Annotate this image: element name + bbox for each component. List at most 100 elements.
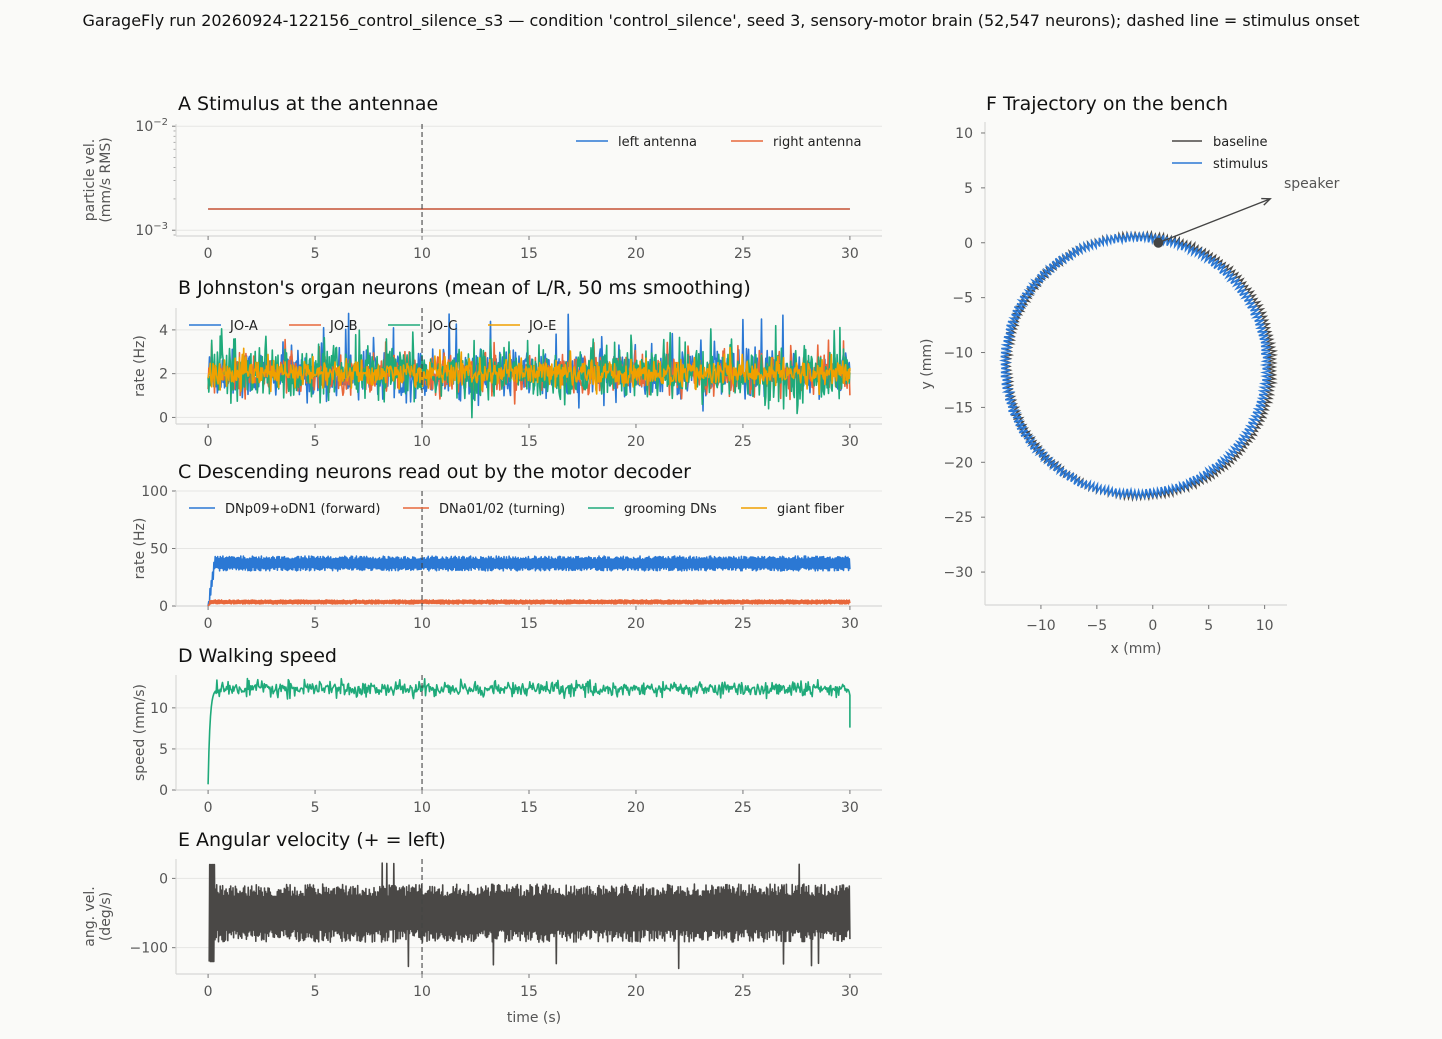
series-line-d bbox=[207, 677, 851, 785]
x-tick-label: 0 bbox=[1148, 618, 1157, 634]
legend-label: stimulus bbox=[1213, 157, 1268, 172]
x-tick-label: 25 bbox=[734, 246, 752, 262]
series-line-dna01-02-turning- bbox=[207, 599, 851, 606]
x-tick-label: 30 bbox=[841, 434, 859, 450]
y-tick-label: 5 bbox=[964, 181, 973, 197]
series-line-dnp09-odn1-forward- bbox=[207, 555, 851, 606]
panel-A-title: A Stimulus at the antennae bbox=[178, 93, 438, 115]
legend-label: DNp09+oDN1 (forward) bbox=[225, 502, 381, 517]
x-tick-label: 10 bbox=[1256, 618, 1274, 634]
x-tick-label: 0 bbox=[204, 246, 213, 262]
y-tick-label: 10 bbox=[955, 126, 973, 142]
x-tick-label: 15 bbox=[520, 434, 538, 450]
y-tick-label: 4 bbox=[159, 323, 168, 339]
y-axis-label: y (mm) bbox=[919, 339, 935, 390]
x-tick-label: 0 bbox=[204, 434, 213, 450]
x-tick-label: 5 bbox=[1204, 618, 1213, 634]
y-axis-label: (deg/s) bbox=[98, 892, 114, 941]
x-tick-label: 30 bbox=[841, 246, 859, 262]
panel-C-title: C Descending neurons read out by the mot… bbox=[178, 461, 691, 483]
legend-label: DNa01/02 (turning) bbox=[439, 502, 565, 517]
y-tick-label: 0 bbox=[159, 599, 168, 615]
x-tick-label: 10 bbox=[413, 616, 431, 632]
x-tick-label: 30 bbox=[841, 800, 859, 816]
y-axis-label: particle vel. bbox=[82, 139, 98, 222]
series-line-jo-c bbox=[207, 324, 851, 419]
speaker-arrow-head bbox=[1261, 197, 1272, 206]
series-group bbox=[207, 555, 851, 606]
x-tick-label: 20 bbox=[627, 434, 645, 450]
y-tick-label: 50 bbox=[150, 542, 168, 558]
legend-label: JO-A bbox=[229, 319, 258, 334]
panel-A: A Stimulus at the antennae 10−3 10−2 0 5 10 15… bbox=[82, 93, 882, 262]
panel-D-title: D Walking speed bbox=[178, 645, 337, 667]
x-tick-label: 20 bbox=[627, 616, 645, 632]
series-line-jo-e bbox=[207, 346, 851, 396]
x-tick-label: −5 bbox=[1087, 618, 1108, 634]
y-tick-label: −30 bbox=[943, 565, 973, 581]
legend-label: right antenna bbox=[773, 135, 861, 150]
x-tick-label: 25 bbox=[734, 434, 752, 450]
legend-label: grooming DNs bbox=[624, 502, 717, 517]
x-tick-label: 5 bbox=[311, 616, 320, 632]
series-group bbox=[208, 862, 851, 970]
x-tick-label: 30 bbox=[841, 984, 859, 1000]
x-tick-label: 10 bbox=[413, 246, 431, 262]
x-tick-label: 5 bbox=[311, 246, 320, 262]
panel-B: B Johnston's organ neurons (mean of L/R,… bbox=[132, 277, 882, 450]
y-tick-label: 10−3 bbox=[135, 221, 168, 239]
x-tick-label: 15 bbox=[520, 616, 538, 632]
y-axis-label: (mm/s RMS) bbox=[98, 137, 114, 222]
x-tick-label: 15 bbox=[520, 800, 538, 816]
x-tick-label: 15 bbox=[520, 984, 538, 1000]
y-tick-label: 0 bbox=[159, 783, 168, 799]
legend-label: left antenna bbox=[618, 135, 697, 150]
y-tick-label: 5 bbox=[159, 742, 168, 758]
x-tick-label: 5 bbox=[311, 800, 320, 816]
x-tick-label: 10 bbox=[413, 434, 431, 450]
x-tick-label: 0 bbox=[204, 800, 213, 816]
x-tick-label: 25 bbox=[734, 984, 752, 1000]
y-tick-label: 10 bbox=[150, 701, 168, 717]
panel-B-title: B Johnston's organ neurons (mean of L/R,… bbox=[178, 277, 751, 299]
y-axis-label: rate (Hz) bbox=[132, 518, 148, 580]
x-axis-label: x (mm) bbox=[1111, 641, 1162, 657]
y-axis-label: speed (mm/s) bbox=[132, 684, 148, 781]
y-tick-label: −15 bbox=[943, 400, 973, 416]
legend-label: JO-B bbox=[329, 319, 358, 334]
legend-label: baseline bbox=[1213, 135, 1267, 150]
panel-C: C Descending neurons read out by the mot… bbox=[132, 461, 882, 632]
y-tick-label: −20 bbox=[943, 455, 973, 471]
x-tick-label: 10 bbox=[413, 984, 431, 1000]
y-axis-label: ang. vel. bbox=[82, 886, 98, 946]
x-tick-label: 30 bbox=[841, 616, 859, 632]
x-tick-label: 5 bbox=[311, 434, 320, 450]
panel-E: E Angular velocity (+ = left) 0 −100 0 5 10 15… bbox=[82, 829, 882, 1026]
y-tick-label: 0 bbox=[159, 410, 168, 426]
series-group bbox=[207, 677, 851, 785]
legend-label: JO-C bbox=[428, 319, 457, 334]
y-tick-label: 100 bbox=[141, 484, 168, 500]
x-tick-label: 0 bbox=[204, 616, 213, 632]
y-tick-label: −10 bbox=[943, 346, 973, 362]
figure-suptitle: GarageFly run 20260924-122156_control_si… bbox=[82, 11, 1359, 31]
panel-E-title: E Angular velocity (+ = left) bbox=[178, 829, 446, 851]
x-tick-label: 10 bbox=[413, 800, 431, 816]
y-axis-label: rate (Hz) bbox=[132, 335, 148, 397]
panel-F-title: F Trajectory on the bench bbox=[986, 93, 1228, 115]
x-tick-label: 20 bbox=[627, 246, 645, 262]
y-tick-label: −100 bbox=[130, 941, 168, 957]
x-tick-label: 0 bbox=[204, 984, 213, 1000]
panel-D: D Walking speed 0 5 10 0 5 10 15 20 25 30 speed (mm… bbox=[132, 645, 882, 816]
x-tick-label: 25 bbox=[734, 800, 752, 816]
legend-label: JO-E bbox=[528, 319, 556, 334]
trajectory-stimulus bbox=[999, 230, 1274, 501]
x-tick-label: −10 bbox=[1026, 618, 1056, 634]
x-axis-label: time (s) bbox=[507, 1010, 561, 1026]
speaker-label: speaker bbox=[1284, 176, 1340, 192]
x-tick-label: 25 bbox=[734, 616, 752, 632]
speaker-arrow bbox=[1158, 198, 1271, 244]
y-tick-label: 2 bbox=[159, 367, 168, 383]
